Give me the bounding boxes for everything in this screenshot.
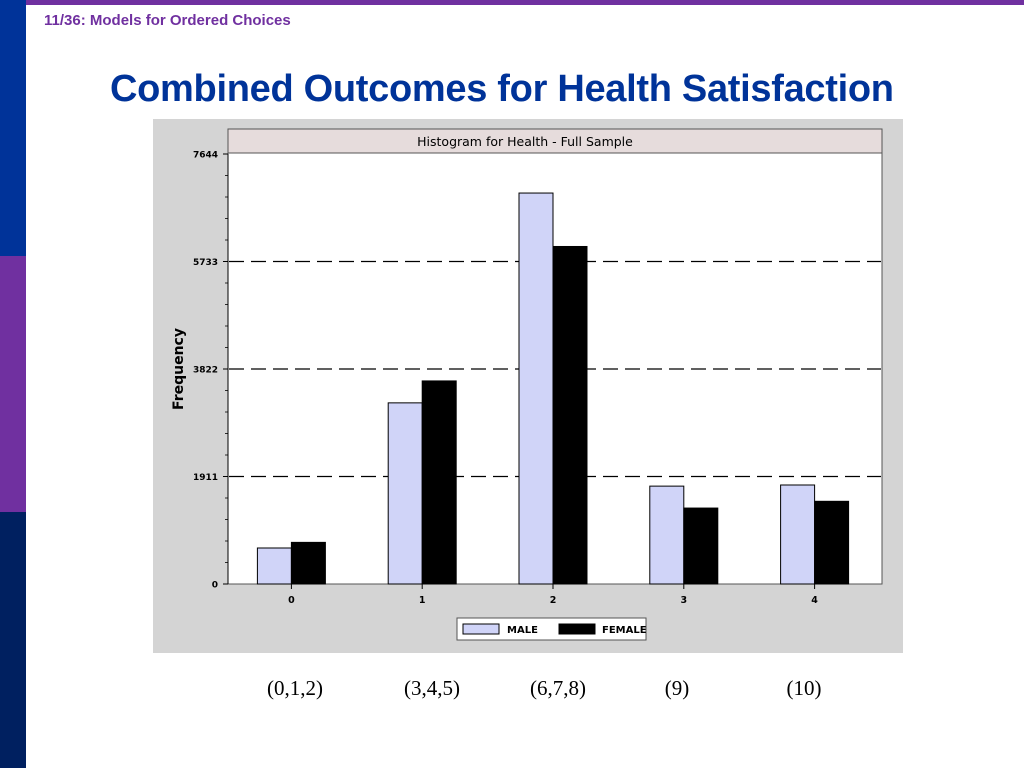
legend-label-male: MALE (507, 625, 538, 636)
top-accent-bar (0, 0, 1024, 5)
category-label-4: (10) (786, 676, 822, 700)
bar-male-4 (780, 484, 816, 585)
y-tick-label-7644: 7644 (193, 151, 218, 161)
bar-female-3 (683, 507, 719, 585)
category-label-1: (3,4,5) (404, 676, 460, 700)
category-label-0: (0,1,2) (267, 676, 323, 700)
y-tick-label-1911: 1911 (193, 473, 218, 483)
legend-box (456, 617, 647, 641)
chart-svg: Histogram for Health - Full Sample 0 1911 3… (171, 128, 883, 641)
sidebar-band-purple (0, 256, 26, 512)
category-labels: (0,1,2) (3,4,5) (6,7,8) (9) (10) (0, 676, 1024, 706)
x-tick-label-4: 4 (811, 595, 818, 606)
y-tick-label-5733: 5733 (193, 258, 218, 268)
legend-label-female: FEMALE (602, 625, 647, 636)
sidebar-band-blue (0, 0, 26, 256)
slide-title: Combined Outcomes for Health Satisfactio… (110, 68, 894, 110)
chart-title-band (227, 128, 883, 154)
chart-title: Histogram for Health - Full Sample (417, 134, 633, 149)
y-tick-label-0: 0 (212, 581, 218, 591)
bar-female-0 (290, 541, 326, 585)
sidebar-band-navy (0, 512, 26, 768)
bar-male-3 (649, 485, 685, 585)
y-tick-label-3822: 3822 (193, 366, 218, 376)
bar-male-1 (387, 402, 423, 585)
bar-female-1 (421, 380, 457, 585)
bar-male-2 (518, 192, 554, 585)
bar-male-0 (256, 547, 292, 585)
slide-header: 11/36: Models for Ordered Choices (44, 12, 291, 29)
x-tick-label-1: 1 (419, 595, 426, 606)
x-tick-label-3: 3 (680, 595, 687, 606)
category-label-2: (6,7,8) (530, 676, 586, 700)
histogram-chart: Histogram for Health - Full Sample 0 1911 3… (153, 119, 903, 653)
x-tick-label-0: 0 (288, 595, 295, 606)
bar-female-4 (814, 500, 850, 585)
category-label-3: (9) (664, 676, 690, 700)
x-tick-label-2: 2 (550, 595, 557, 606)
bar-female-2 (552, 245, 588, 585)
y-axis-label: Frequency (171, 328, 187, 410)
legend-swatch-male (462, 623, 500, 635)
legend-swatch-female (558, 623, 596, 635)
